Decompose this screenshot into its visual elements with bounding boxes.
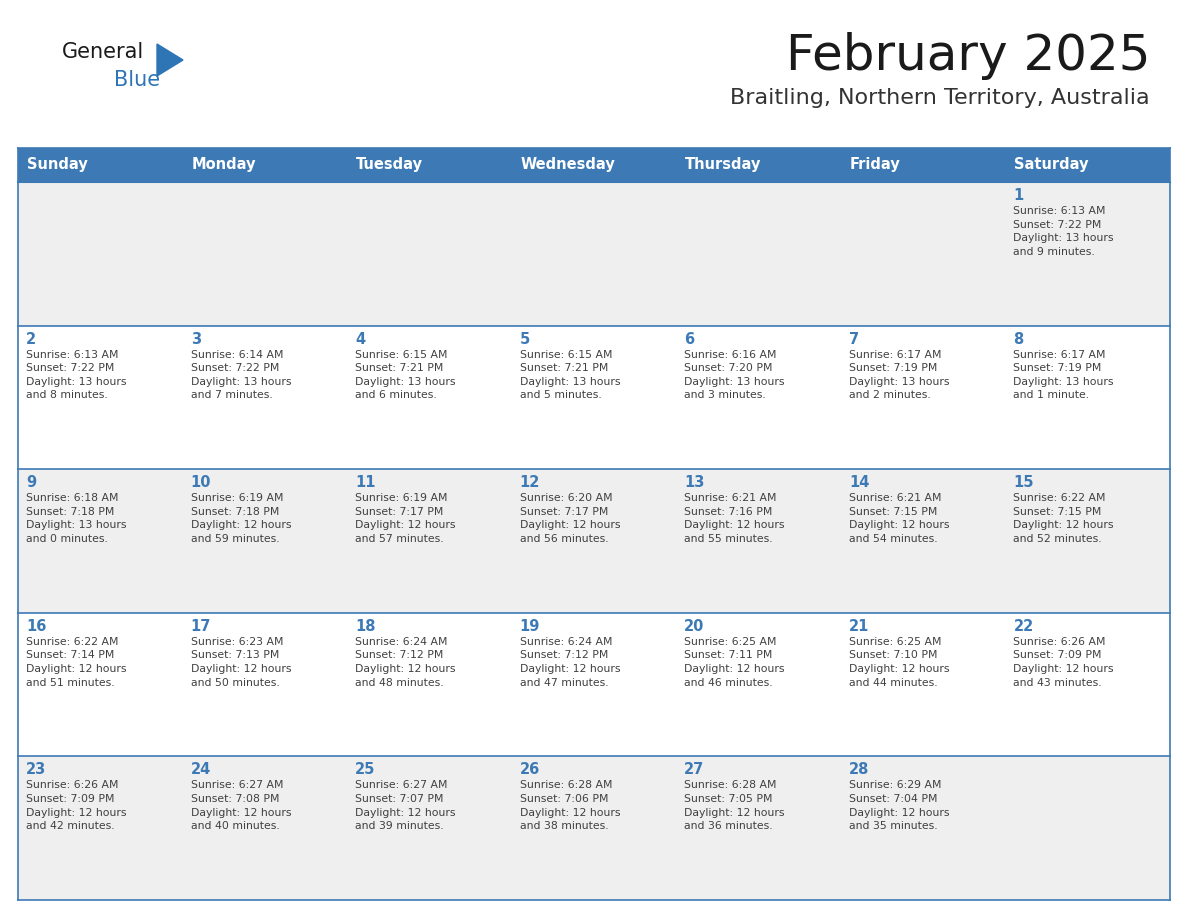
Text: Saturday: Saturday	[1015, 158, 1089, 173]
Text: Sunrise: 6:24 AM
Sunset: 7:12 PM
Daylight: 12 hours
and 48 minutes.: Sunrise: 6:24 AM Sunset: 7:12 PM Dayligh…	[355, 637, 456, 688]
Text: Sunrise: 6:21 AM
Sunset: 7:15 PM
Daylight: 12 hours
and 54 minutes.: Sunrise: 6:21 AM Sunset: 7:15 PM Dayligh…	[849, 493, 949, 544]
Text: Sunrise: 6:24 AM
Sunset: 7:12 PM
Daylight: 12 hours
and 47 minutes.: Sunrise: 6:24 AM Sunset: 7:12 PM Dayligh…	[519, 637, 620, 688]
Text: February 2025: February 2025	[785, 32, 1150, 80]
Text: Sunday: Sunday	[27, 158, 88, 173]
Text: Sunrise: 6:19 AM
Sunset: 7:18 PM
Daylight: 12 hours
and 59 minutes.: Sunrise: 6:19 AM Sunset: 7:18 PM Dayligh…	[190, 493, 291, 544]
Bar	[676, 148, 841, 182]
Text: Sunrise: 6:27 AM
Sunset: 7:08 PM
Daylight: 12 hours
and 40 minutes.: Sunrise: 6:27 AM Sunset: 7:08 PM Dayligh…	[190, 780, 291, 831]
Bar	[18, 613, 1170, 756]
Text: Wednesday: Wednesday	[520, 158, 615, 173]
Text: Sunrise: 6:15 AM
Sunset: 7:21 PM
Daylight: 13 hours
and 6 minutes.: Sunrise: 6:15 AM Sunset: 7:21 PM Dayligh…	[355, 350, 456, 400]
Text: Sunrise: 6:21 AM
Sunset: 7:16 PM
Daylight: 12 hours
and 55 minutes.: Sunrise: 6:21 AM Sunset: 7:16 PM Dayligh…	[684, 493, 785, 544]
Text: 8: 8	[1013, 331, 1024, 347]
Text: Sunrise: 6:15 AM
Sunset: 7:21 PM
Daylight: 13 hours
and 5 minutes.: Sunrise: 6:15 AM Sunset: 7:21 PM Dayligh…	[519, 350, 620, 400]
Text: 6: 6	[684, 331, 695, 347]
Text: Sunrise: 6:14 AM
Sunset: 7:22 PM
Daylight: 13 hours
and 7 minutes.: Sunrise: 6:14 AM Sunset: 7:22 PM Dayligh…	[190, 350, 291, 400]
Text: 26: 26	[519, 763, 541, 778]
Text: Sunrise: 6:27 AM
Sunset: 7:07 PM
Daylight: 12 hours
and 39 minutes.: Sunrise: 6:27 AM Sunset: 7:07 PM Dayligh…	[355, 780, 456, 831]
Text: 3: 3	[190, 331, 201, 347]
Text: 9: 9	[26, 476, 36, 490]
Bar	[1005, 148, 1170, 182]
Text: Sunrise: 6:23 AM
Sunset: 7:13 PM
Daylight: 12 hours
and 50 minutes.: Sunrise: 6:23 AM Sunset: 7:13 PM Dayligh…	[190, 637, 291, 688]
Text: Sunrise: 6:13 AM
Sunset: 7:22 PM
Daylight: 13 hours
and 9 minutes.: Sunrise: 6:13 AM Sunset: 7:22 PM Dayligh…	[1013, 206, 1114, 257]
Text: 19: 19	[519, 619, 541, 633]
Text: 18: 18	[355, 619, 375, 633]
Text: Braitling, Northern Territory, Australia: Braitling, Northern Territory, Australia	[731, 88, 1150, 108]
Text: Sunrise: 6:25 AM
Sunset: 7:10 PM
Daylight: 12 hours
and 44 minutes.: Sunrise: 6:25 AM Sunset: 7:10 PM Dayligh…	[849, 637, 949, 688]
Text: Sunrise: 6:29 AM
Sunset: 7:04 PM
Daylight: 12 hours
and 35 minutes.: Sunrise: 6:29 AM Sunset: 7:04 PM Dayligh…	[849, 780, 949, 831]
Text: Sunrise: 6:26 AM
Sunset: 7:09 PM
Daylight: 12 hours
and 43 minutes.: Sunrise: 6:26 AM Sunset: 7:09 PM Dayligh…	[1013, 637, 1114, 688]
Bar	[18, 148, 183, 182]
Text: 13: 13	[684, 476, 704, 490]
Text: 14: 14	[849, 476, 870, 490]
Text: 22: 22	[1013, 619, 1034, 633]
Text: 11: 11	[355, 476, 375, 490]
Bar	[841, 148, 1005, 182]
Text: Sunrise: 6:13 AM
Sunset: 7:22 PM
Daylight: 13 hours
and 8 minutes.: Sunrise: 6:13 AM Sunset: 7:22 PM Dayligh…	[26, 350, 126, 400]
Bar	[347, 148, 512, 182]
Text: 15: 15	[1013, 476, 1034, 490]
Text: 28: 28	[849, 763, 870, 778]
Text: 20: 20	[684, 619, 704, 633]
Text: Sunrise: 6:22 AM
Sunset: 7:15 PM
Daylight: 12 hours
and 52 minutes.: Sunrise: 6:22 AM Sunset: 7:15 PM Dayligh…	[1013, 493, 1114, 544]
Polygon shape	[157, 44, 183, 76]
Text: Sunrise: 6:26 AM
Sunset: 7:09 PM
Daylight: 12 hours
and 42 minutes.: Sunrise: 6:26 AM Sunset: 7:09 PM Dayligh…	[26, 780, 126, 831]
Text: 16: 16	[26, 619, 46, 633]
Text: 1: 1	[1013, 188, 1024, 203]
Bar	[18, 182, 1170, 326]
Text: Monday: Monday	[191, 158, 257, 173]
Text: 10: 10	[190, 476, 211, 490]
Text: General: General	[62, 42, 144, 62]
Text: Sunrise: 6:16 AM
Sunset: 7:20 PM
Daylight: 13 hours
and 3 minutes.: Sunrise: 6:16 AM Sunset: 7:20 PM Dayligh…	[684, 350, 785, 400]
Text: 24: 24	[190, 763, 210, 778]
Text: 4: 4	[355, 331, 365, 347]
Bar	[512, 148, 676, 182]
Text: Sunrise: 6:17 AM
Sunset: 7:19 PM
Daylight: 13 hours
and 2 minutes.: Sunrise: 6:17 AM Sunset: 7:19 PM Dayligh…	[849, 350, 949, 400]
Text: 27: 27	[684, 763, 704, 778]
Text: Friday: Friday	[849, 158, 901, 173]
Text: Thursday: Thursday	[685, 158, 762, 173]
Text: Sunrise: 6:28 AM
Sunset: 7:06 PM
Daylight: 12 hours
and 38 minutes.: Sunrise: 6:28 AM Sunset: 7:06 PM Dayligh…	[519, 780, 620, 831]
Text: Sunrise: 6:25 AM
Sunset: 7:11 PM
Daylight: 12 hours
and 46 minutes.: Sunrise: 6:25 AM Sunset: 7:11 PM Dayligh…	[684, 637, 785, 688]
Text: Sunrise: 6:17 AM
Sunset: 7:19 PM
Daylight: 13 hours
and 1 minute.: Sunrise: 6:17 AM Sunset: 7:19 PM Dayligh…	[1013, 350, 1114, 400]
Text: 12: 12	[519, 476, 541, 490]
Text: 7: 7	[849, 331, 859, 347]
Text: Sunrise: 6:22 AM
Sunset: 7:14 PM
Daylight: 12 hours
and 51 minutes.: Sunrise: 6:22 AM Sunset: 7:14 PM Dayligh…	[26, 637, 126, 688]
Text: 2: 2	[26, 331, 36, 347]
Text: Tuesday: Tuesday	[356, 158, 423, 173]
Text: 23: 23	[26, 763, 46, 778]
Text: Blue: Blue	[114, 70, 160, 90]
Text: 5: 5	[519, 331, 530, 347]
Bar	[18, 469, 1170, 613]
Text: Sunrise: 6:18 AM
Sunset: 7:18 PM
Daylight: 13 hours
and 0 minutes.: Sunrise: 6:18 AM Sunset: 7:18 PM Dayligh…	[26, 493, 126, 544]
Bar	[183, 148, 347, 182]
Text: 25: 25	[355, 763, 375, 778]
Bar	[18, 326, 1170, 469]
Bar	[18, 756, 1170, 900]
Text: 21: 21	[849, 619, 870, 633]
Text: Sunrise: 6:19 AM
Sunset: 7:17 PM
Daylight: 12 hours
and 57 minutes.: Sunrise: 6:19 AM Sunset: 7:17 PM Dayligh…	[355, 493, 456, 544]
Text: Sunrise: 6:28 AM
Sunset: 7:05 PM
Daylight: 12 hours
and 36 minutes.: Sunrise: 6:28 AM Sunset: 7:05 PM Dayligh…	[684, 780, 785, 831]
Text: 17: 17	[190, 619, 211, 633]
Text: Sunrise: 6:20 AM
Sunset: 7:17 PM
Daylight: 12 hours
and 56 minutes.: Sunrise: 6:20 AM Sunset: 7:17 PM Dayligh…	[519, 493, 620, 544]
